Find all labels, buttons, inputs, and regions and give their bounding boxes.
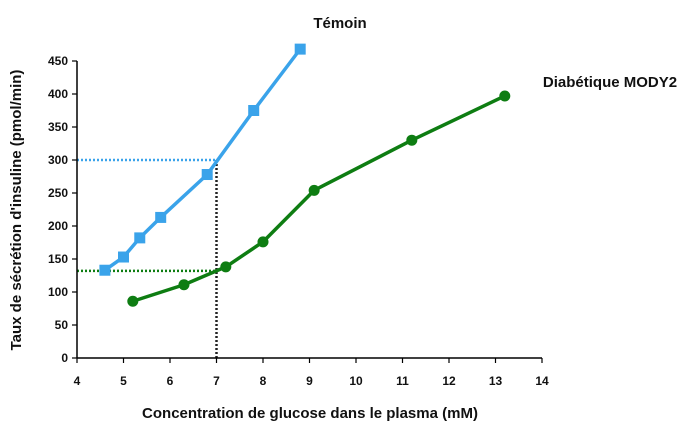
- y-tick-label: 100: [48, 285, 68, 299]
- series-label-mody2: Diabétique MODY2: [543, 74, 677, 91]
- y-tick-label: 450: [48, 54, 68, 68]
- y-tick-label: 200: [48, 219, 68, 233]
- data-point: [406, 134, 418, 146]
- x-tick-label: 10: [349, 374, 363, 388]
- data-point: [155, 211, 167, 223]
- data-point: [308, 184, 320, 196]
- x-tick-label: 11: [396, 374, 409, 388]
- x-tick-label: 9: [306, 374, 313, 388]
- data-point: [220, 261, 232, 273]
- series: [99, 43, 511, 307]
- y-tick-label: 250: [48, 186, 68, 200]
- data-point: [118, 251, 129, 263]
- data-point: [127, 295, 139, 307]
- y-axis-title: Taux de sécrétion d'insuline (pmol/min): [8, 70, 25, 351]
- data-point: [499, 90, 511, 102]
- data-point: [248, 105, 260, 116]
- x-tick-label: 8: [260, 374, 267, 388]
- reference-lines: [77, 158, 218, 358]
- data-point: [201, 169, 213, 181]
- x-tick-label: 4: [74, 374, 81, 388]
- ticks: 4 5 6 7 8 9 10 11 12 13 14 0 50 100 150 200 250 300 350 400…: [48, 54, 549, 388]
- y-tick-label: 400: [48, 87, 68, 101]
- x-tick-label: 13: [489, 374, 503, 388]
- x-tick-label: 12: [442, 374, 456, 388]
- data-point: [257, 236, 269, 248]
- x-axis-title: Concentration de glucose dans le plasma …: [142, 405, 478, 422]
- y-tick-label: 0: [61, 351, 68, 365]
- data-point: [178, 279, 190, 291]
- y-tick-label: 50: [55, 318, 69, 332]
- x-tick-label: 6: [167, 374, 174, 388]
- series-label-temoin: Témoin: [313, 15, 366, 32]
- y-tick-label: 150: [48, 252, 68, 266]
- y-tick-label: 300: [48, 153, 68, 167]
- axes: [76, 61, 542, 359]
- data-point: [99, 264, 111, 276]
- x-tick-label: 7: [213, 374, 220, 388]
- x-tick-label: 5: [120, 374, 127, 388]
- data-point: [134, 232, 146, 244]
- x-tick-label: 14: [535, 374, 549, 388]
- data-point: [294, 43, 306, 55]
- series-line-1: [132, 94, 506, 303]
- y-tick-label: 350: [48, 120, 68, 134]
